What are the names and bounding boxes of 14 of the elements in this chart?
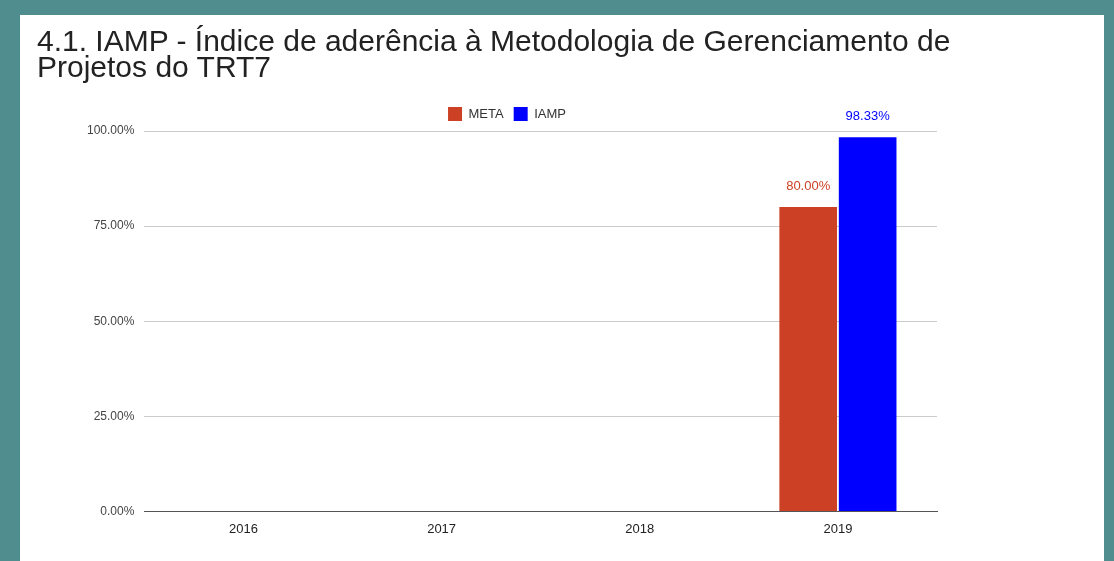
- y-tick-label: 25.00%: [93, 408, 135, 423]
- x-tick-label: 2017: [427, 520, 457, 536]
- data-label: 98.33%: [845, 108, 891, 124]
- y-tick-label: 50.00%: [93, 313, 135, 328]
- legend-label: META: [468, 105, 505, 121]
- x-tick-label: 2018: [625, 520, 655, 536]
- data-label: 80.00%: [786, 178, 831, 194]
- x-tick-label: 2019: [823, 520, 853, 536]
- y-tick-label: 75.00%: [93, 218, 135, 233]
- y-tick-label: 100.00%: [87, 123, 135, 138]
- y-tick-label: 0.00%: [100, 503, 135, 518]
- legend-label: IAMP: [534, 105, 566, 121]
- chart-title: 4.1. IAMP - Índice de aderência à Metodologia de Gerenciamento de Projetos do TRT7: [37, 24, 952, 83]
- x-tick-label: 2016: [228, 520, 258, 536]
